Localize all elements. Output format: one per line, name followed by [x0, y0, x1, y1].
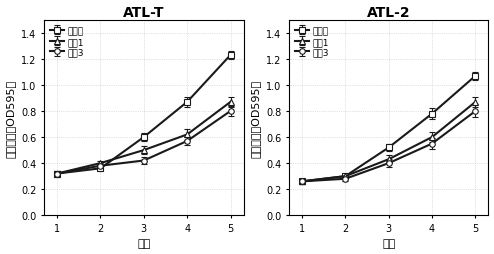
Y-axis label: 细胞活力（OD595）: 细胞活力（OD595） — [250, 79, 260, 157]
Title: ATL-2: ATL-2 — [367, 6, 411, 20]
Legend: 对照组, 实例1, 实例3: 对照组, 实例1, 实例3 — [293, 25, 331, 59]
X-axis label: 天数: 天数 — [137, 239, 151, 248]
X-axis label: 天数: 天数 — [382, 239, 395, 248]
Legend: 对照组, 实例1, 实例3: 对照组, 实例1, 实例3 — [48, 25, 86, 59]
Title: ATL-T: ATL-T — [123, 6, 165, 20]
Y-axis label: 细胞活力（OD595）: 细胞活力（OD595） — [5, 79, 15, 157]
